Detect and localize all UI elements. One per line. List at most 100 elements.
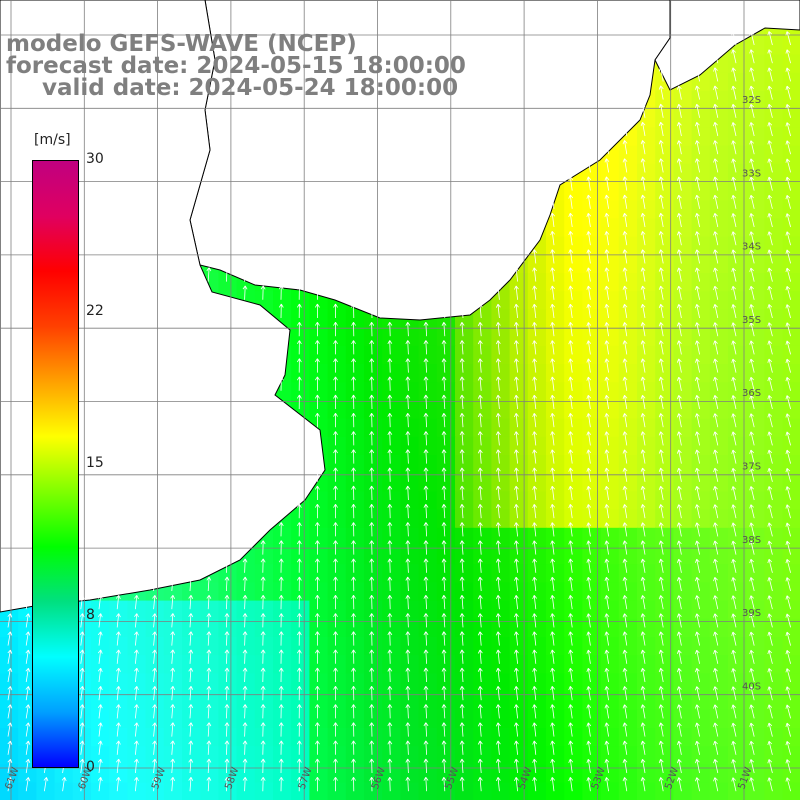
wind-arrow <box>767 285 773 300</box>
wind-arrow <box>296 722 302 737</box>
wind-arrow <box>260 758 266 774</box>
wind-arrow <box>296 613 302 628</box>
wind-arrow <box>658 376 664 391</box>
wind-arrow <box>242 776 248 792</box>
wind-arrow <box>749 595 755 610</box>
wind-arrow <box>134 631 139 646</box>
wind-arrow <box>369 340 375 355</box>
wind-arrow <box>351 685 356 701</box>
wind-arrow <box>369 594 375 610</box>
wind-arrow <box>568 376 574 391</box>
wind-arrow <box>369 376 375 391</box>
wind-arrow <box>224 649 230 664</box>
wind-arrow <box>514 431 519 446</box>
wind-arrow <box>731 522 737 537</box>
wind-arrow <box>423 503 429 519</box>
wind-arrow <box>713 759 719 774</box>
wind-arrow <box>514 649 519 664</box>
wind-arrow <box>441 321 447 337</box>
wind-arrow <box>767 103 773 118</box>
wind-arrow <box>713 431 719 446</box>
wind-arrow <box>152 595 157 610</box>
wind-arrow <box>785 213 791 228</box>
wind-arrow <box>550 485 556 501</box>
wind-arrow <box>658 576 664 592</box>
wind-arrow <box>441 594 447 610</box>
wind-arrow <box>224 594 230 610</box>
wind-arrow <box>713 49 719 64</box>
wind-arrow <box>676 176 682 191</box>
wind-arrow <box>260 740 266 755</box>
wind-arrow <box>459 649 465 664</box>
wind-arrow <box>514 340 519 355</box>
wind-arrow <box>586 631 592 646</box>
wind-arrow <box>441 449 447 464</box>
wind-arrow <box>676 431 682 446</box>
wind-arrow <box>586 595 592 610</box>
wind-arrow <box>477 649 483 664</box>
wind-arrow <box>152 649 157 664</box>
wind-arrow <box>170 649 176 664</box>
wind-arrow <box>477 485 483 501</box>
wind-arrow <box>640 449 646 464</box>
wind-arrow <box>495 340 501 355</box>
latitude-labels: 32S 33S 34S 35S 36S 37S 38S 39S 40S <box>742 95 761 692</box>
wind-arrow <box>604 485 610 501</box>
wind-arrow <box>278 758 284 774</box>
wind-arrow <box>586 722 592 737</box>
wind-arrow <box>695 285 700 300</box>
wind-arrow <box>604 558 610 573</box>
wind-arrow <box>550 431 556 446</box>
wind-arrow <box>495 722 501 737</box>
wind-arrow <box>333 558 338 573</box>
wind-arrow <box>785 140 791 155</box>
wind-arrow <box>333 485 338 501</box>
wind-arrow <box>514 540 519 555</box>
wind-arrow <box>695 449 700 464</box>
wind-arrow <box>568 522 574 537</box>
wind-arrow <box>658 631 664 646</box>
wind-arrow <box>640 576 646 592</box>
wind-arrow <box>568 758 574 774</box>
wind-arrow <box>296 685 302 701</box>
wind-arrow <box>495 504 501 519</box>
wind-arrow <box>622 176 628 191</box>
colorbar-tick-22: 22 <box>86 303 104 319</box>
wind-arrow <box>333 649 338 664</box>
wind-arrow <box>767 740 773 755</box>
wind-arrow <box>405 667 411 683</box>
wind-arrow <box>278 667 284 683</box>
wind-arrow <box>369 576 375 592</box>
wind-arrow <box>134 758 139 774</box>
wind-arrow <box>206 758 212 774</box>
wind-arrow <box>224 631 230 646</box>
wind-arrow <box>351 467 356 482</box>
wind-arrow <box>423 358 429 373</box>
wind-arrow <box>785 759 791 774</box>
wind-arrow <box>423 376 429 391</box>
wind-arrow <box>206 267 212 282</box>
wind-arrow <box>604 431 610 446</box>
wind-arrow <box>767 31 773 46</box>
wind-arrow <box>260 558 266 573</box>
wind-arrow <box>260 704 266 719</box>
wind-arrow <box>423 649 429 664</box>
wind-arrow <box>532 667 538 683</box>
wind-arrow <box>622 595 628 610</box>
wind-arrow <box>767 376 773 391</box>
wind-arrow <box>278 285 284 300</box>
wind-arrow <box>441 776 447 792</box>
lat-label: 40S <box>742 681 761 692</box>
wind-arrow <box>333 685 338 701</box>
wind-arrow <box>296 285 302 300</box>
wind-arrow <box>731 304 737 319</box>
wind-arrow <box>586 777 592 792</box>
wind-arrow <box>351 649 356 664</box>
wind-arrow <box>586 413 592 428</box>
wind-arrow <box>224 758 230 774</box>
wind-arrow <box>785 431 791 446</box>
wind-arrow <box>767 486 773 501</box>
wind-arrow <box>658 777 664 792</box>
wind-arrow <box>731 577 737 592</box>
wind-arrow <box>477 576 483 592</box>
